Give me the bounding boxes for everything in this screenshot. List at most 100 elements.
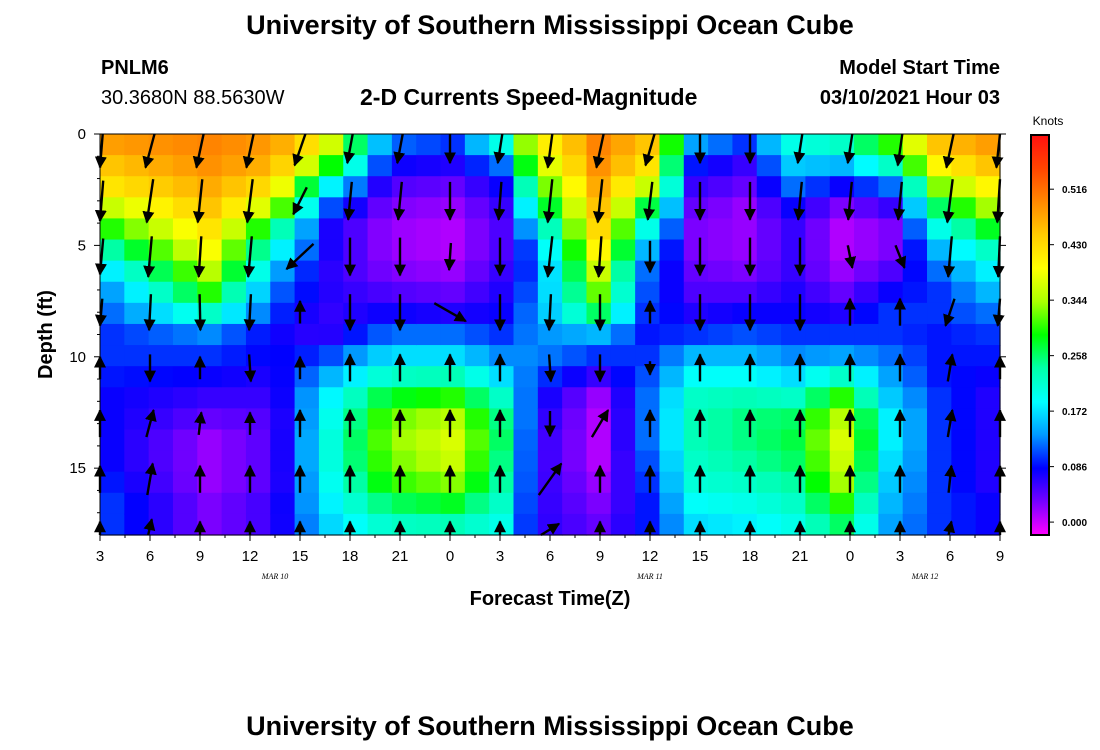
heatmap-cell <box>197 387 223 409</box>
heatmap-cell <box>683 218 709 241</box>
heatmap-cell <box>270 492 296 515</box>
heatmap-cell <box>100 366 125 388</box>
heatmap-cell <box>854 176 879 198</box>
heatmap-cell <box>367 345 393 367</box>
current-vector <box>145 408 157 438</box>
x-tick-label: 6 <box>146 548 154 565</box>
current-vector <box>943 298 956 327</box>
current-vector <box>592 179 605 224</box>
heatmap-cell <box>172 218 198 241</box>
heatmap-cell <box>975 239 1001 262</box>
heatmap-cell <box>318 345 344 367</box>
heatmap-cell <box>683 302 709 325</box>
heatmap-cell <box>100 281 125 304</box>
heatmap-cell <box>464 197 490 220</box>
current-vector <box>343 181 356 221</box>
heatmap-cell <box>902 197 928 220</box>
heatmap-cell <box>391 387 417 409</box>
heatmap-cell <box>562 197 588 220</box>
current-vector <box>593 236 606 278</box>
heatmap-cell <box>927 366 952 388</box>
heatmap-cell <box>245 387 271 409</box>
heatmap-cell <box>878 429 904 452</box>
heatmap-cell <box>513 345 539 367</box>
heatmap-cell <box>854 492 879 515</box>
heatmap-cell <box>562 513 588 536</box>
heatmap-cell <box>148 492 174 515</box>
heatmap-cell <box>878 366 904 388</box>
heatmap-cell <box>732 471 758 494</box>
heatmap-cell <box>902 281 928 304</box>
heatmap-cell <box>294 323 320 346</box>
heatmap-cell <box>829 134 855 156</box>
heatmap-cell <box>464 429 490 452</box>
heatmap-cell <box>100 429 125 452</box>
heatmap-cell <box>100 345 125 367</box>
heatmap-cell <box>683 155 709 177</box>
heatmap-cell <box>805 260 831 283</box>
heatmap-cell <box>343 408 369 431</box>
heatmap-cell <box>902 387 928 409</box>
heatmap-cell <box>221 260 247 283</box>
heatmap-cell <box>927 387 952 409</box>
heatmap-cell <box>221 492 247 515</box>
heatmap-cell <box>562 429 588 452</box>
heatmap-cell <box>659 345 685 367</box>
heatmap-cell <box>148 302 174 325</box>
heatmap-cell <box>318 302 344 325</box>
heatmap-cell <box>343 492 369 515</box>
heatmap-cell <box>440 155 466 177</box>
heatmap-cell <box>708 492 734 515</box>
heatmap-cell <box>489 366 515 388</box>
current-vector <box>540 522 561 537</box>
heatmap-cell <box>124 281 150 304</box>
y-tick-label: 0 <box>78 126 86 143</box>
heatmap-cell <box>951 281 977 304</box>
heatmap-cell <box>610 471 636 494</box>
heatmap-cell <box>440 387 466 409</box>
heatmap-cell <box>951 323 977 346</box>
heatmap-cell <box>270 408 296 431</box>
heatmap-cell <box>440 345 466 367</box>
heatmap-cell <box>659 134 685 156</box>
current-vector <box>793 133 806 165</box>
heatmap-cell <box>756 429 782 452</box>
heatmap-cell <box>902 260 928 283</box>
heatmap-cell <box>854 134 879 156</box>
heatmap-cell <box>513 155 539 177</box>
date-label: MAR 10 <box>261 572 288 581</box>
heatmap-cell <box>562 155 588 177</box>
current-vector <box>843 181 856 221</box>
heatmap-cell <box>854 429 879 452</box>
heatmap-cell <box>489 260 515 283</box>
heatmap-cell <box>756 471 782 494</box>
heatmap-cell <box>708 197 734 220</box>
page-title: University of Southern Mississippi Ocean… <box>246 10 854 40</box>
heatmap-cell <box>708 513 734 536</box>
heatmap-cell <box>805 323 831 346</box>
current-vector <box>142 133 156 169</box>
heatmap-cell <box>124 471 150 494</box>
heatmap-cell <box>270 429 296 452</box>
heatmap-cell <box>610 387 636 409</box>
heatmap-cell <box>440 134 466 156</box>
x-tick-label: 6 <box>546 548 554 565</box>
heatmap-cell <box>440 197 466 220</box>
heatmap-cell <box>124 218 150 241</box>
heatmap-cell <box>221 345 247 367</box>
heatmap-cell <box>124 239 150 262</box>
heatmap-cell <box>829 323 855 346</box>
heatmap-cell <box>294 513 320 536</box>
heatmap-cell <box>148 176 174 198</box>
model-start-label: Model Start Time <box>839 57 1000 79</box>
heatmap-cell <box>172 155 198 177</box>
heatmap-cell <box>781 492 806 515</box>
heatmap-cell <box>902 155 928 177</box>
heatmap-cell <box>756 492 782 515</box>
heatmap-cell <box>683 513 709 536</box>
colorbar-tick-label: 0.258 <box>1062 352 1087 363</box>
heatmap-cell <box>635 408 661 431</box>
heatmap-cell <box>902 366 928 388</box>
heatmap-cell <box>562 345 588 367</box>
current-vector <box>143 294 156 332</box>
